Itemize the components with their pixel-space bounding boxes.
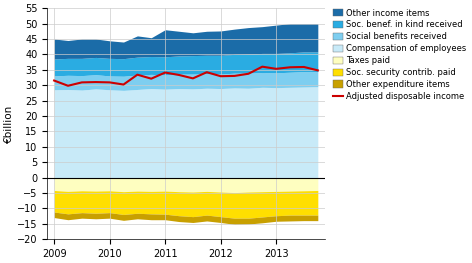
Y-axis label: €billion: €billion <box>4 104 14 143</box>
Legend: Other income items, Soc. benef. in kind received, Social benefits received, Comp: Other income items, Soc. benef. in kind … <box>332 8 467 102</box>
